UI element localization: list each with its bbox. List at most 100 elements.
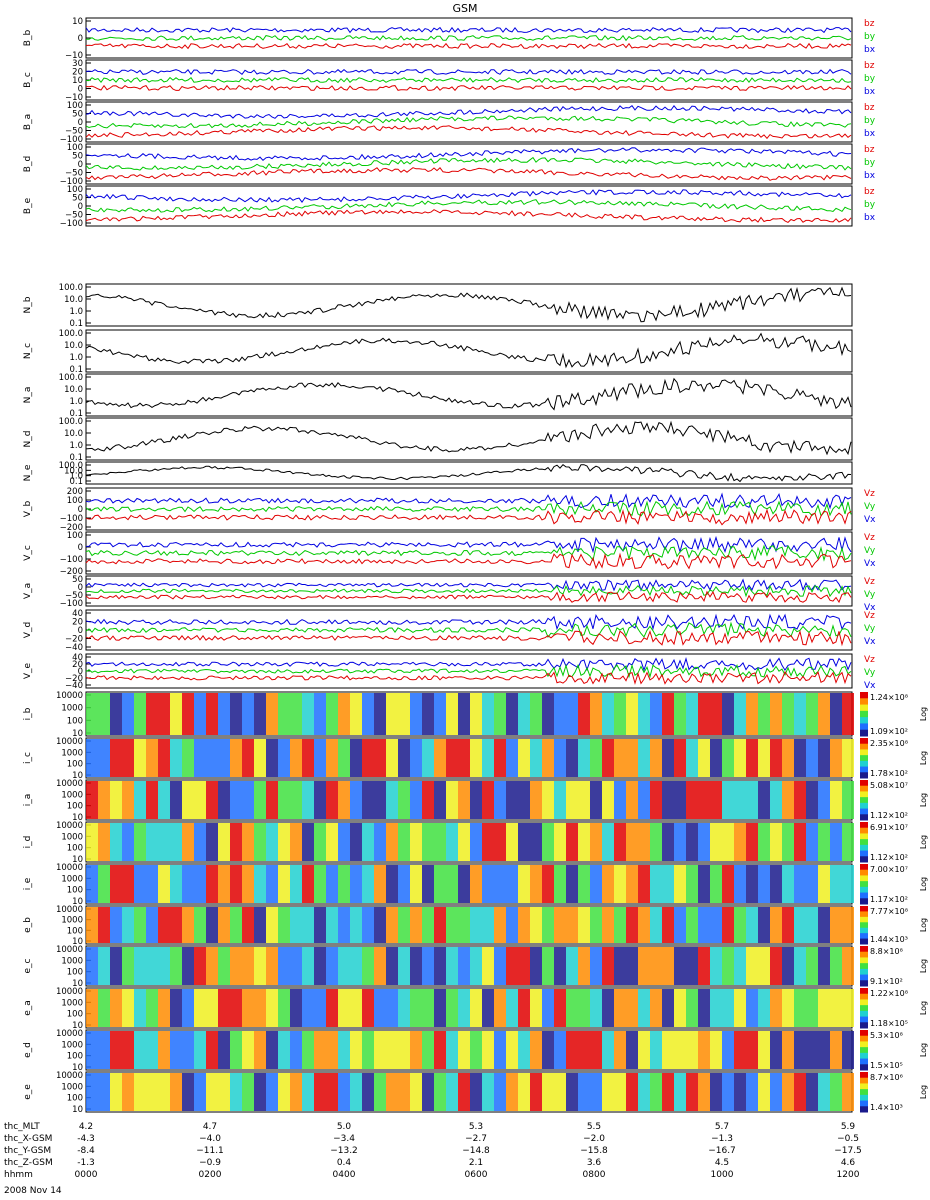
spectro-strip-i_d xyxy=(794,823,806,861)
ytick-e_d-1: 1000 xyxy=(61,1040,83,1050)
spectro-strip-i_a xyxy=(230,781,242,819)
ytick-N_a-1: 10.0 xyxy=(64,385,83,395)
footer-first-value: 4.2 xyxy=(78,1122,94,1132)
footer-value: 5.5 xyxy=(586,1122,602,1132)
ytick-i_d-1: 1000 xyxy=(61,832,83,842)
spectro-strip-i_b xyxy=(710,693,722,735)
spectro-strip-e_d xyxy=(398,1031,410,1069)
ytick-i_b-0: 10000 xyxy=(56,691,83,701)
footer-value: −2.0 xyxy=(583,1134,605,1144)
spectro-strip-e_b xyxy=(242,907,254,943)
legend-V_a-Vx: Vx xyxy=(864,603,876,613)
spectro-strip-i_b xyxy=(218,693,230,735)
spectro-strip-e_d xyxy=(278,1031,290,1069)
spectro-strip-i_a xyxy=(830,781,842,819)
spectro-strip-i_c xyxy=(350,739,362,777)
footer-value: 2.1 xyxy=(468,1158,484,1168)
spectro-strip-e_d xyxy=(182,1031,194,1069)
ytick-i_c-0: 10000 xyxy=(56,737,83,747)
spectro-strip-e_d xyxy=(506,1031,518,1069)
series-line-V_c-2 xyxy=(85,552,852,570)
spectro-strip-i_d xyxy=(590,823,602,861)
colorbar-cell xyxy=(860,814,868,821)
spectro-strip-i_a xyxy=(362,781,374,819)
spectro-strip-e_b xyxy=(158,907,170,943)
spectro-strip-i_b xyxy=(530,693,542,735)
panel-frame-V_a xyxy=(85,575,853,607)
spectro-strip-i_d xyxy=(806,823,818,861)
spectro-strip-e_d xyxy=(266,1031,278,1069)
spectro-strip-e_b xyxy=(206,907,218,943)
legend-B_b-bz: bz xyxy=(864,19,875,29)
spectro-strip-i_a xyxy=(314,781,326,819)
spectro-strip-i_b xyxy=(302,693,314,735)
colorbar-cell xyxy=(860,988,868,995)
colorbar-cell xyxy=(860,1041,868,1048)
spectro-strip-i_e xyxy=(782,865,794,903)
spectro-strip-e_a xyxy=(758,989,770,1027)
spectro-strip-e_a xyxy=(110,989,122,1027)
footer-value: 0400 xyxy=(332,1170,356,1180)
spectro-strip-e_e xyxy=(686,1073,698,1111)
spectro-strip-e_e xyxy=(506,1073,518,1111)
spectro-strip-e_b xyxy=(722,907,734,943)
spectro-strip-e_e xyxy=(134,1073,146,1111)
spectro-strip-i_b xyxy=(842,693,854,735)
colorbar-cell xyxy=(860,743,868,750)
spectro-strip-i_b xyxy=(182,693,194,735)
spectro-strip-e_e xyxy=(374,1073,386,1111)
spectro-strip-i_d xyxy=(242,823,254,861)
ytick-N_b-3: 0.1 xyxy=(69,319,83,329)
spectro-strip-i_a xyxy=(542,781,554,819)
spectro-strip-i_e xyxy=(314,865,326,903)
legend-V_e-Vz: Vz xyxy=(864,655,875,665)
spectro-strip-i_c xyxy=(146,739,158,777)
spectro-strip-i_d xyxy=(494,823,506,861)
spectro-strip-i_a xyxy=(638,781,650,819)
panel-frame-N_a xyxy=(85,373,853,417)
spectro-strip-i_a xyxy=(146,781,158,819)
spectro-strip-e_a xyxy=(806,989,818,1027)
ytick-N_e-0: 100.0 xyxy=(59,461,83,471)
legend-V_a-Vz: Vz xyxy=(864,577,875,587)
spectro-strip-e_e xyxy=(602,1073,614,1111)
spectro-strip-e_b xyxy=(314,907,326,943)
legend-V_d-Vx: Vx xyxy=(864,637,876,647)
spectro-strip-e_c xyxy=(206,947,218,985)
spectro-strip-i_c xyxy=(122,739,134,777)
series-line-V_d-0 xyxy=(85,613,852,631)
ytick-N_c-3: 0.1 xyxy=(69,365,83,375)
footer-value: −13.2 xyxy=(330,1146,358,1156)
spectro-strip-e_a xyxy=(470,989,482,1027)
spectro-strip-e_a xyxy=(554,989,566,1027)
spectro-strip-i_d xyxy=(254,823,266,861)
spectro-strip-e_e xyxy=(770,1073,782,1111)
spectro-strip-i_b xyxy=(458,693,470,735)
spectro-strip-i_b xyxy=(542,693,554,735)
ylabel-i_d: i_d xyxy=(23,836,33,849)
spectro-strip-e_b xyxy=(734,907,746,943)
spectro-strip-e_e xyxy=(578,1073,590,1111)
legend-V_d-Vy: Vy xyxy=(864,624,876,634)
spectro-strip-e_a xyxy=(86,989,98,1027)
spectro-strip-i_d xyxy=(578,823,590,861)
spectro-strip-e_a xyxy=(506,989,518,1027)
spectro-strip-e_e xyxy=(626,1073,638,1111)
spectro-strip-i_a xyxy=(182,781,194,819)
spectro-strip-e_a xyxy=(422,989,434,1027)
spectro-strip-e_d xyxy=(158,1031,170,1069)
spectro-strip-i_a xyxy=(686,781,698,819)
spectro-strip-e_a xyxy=(578,989,590,1027)
spectro-strip-e_a xyxy=(590,989,602,1027)
spectro-strip-i_b xyxy=(422,693,434,735)
spectro-strip-i_d xyxy=(686,823,698,861)
spectro-strip-e_e xyxy=(554,1073,566,1111)
spectro-strip-i_a xyxy=(746,781,758,819)
ytick-e_c-0: 10000 xyxy=(56,945,83,955)
spectro-strip-i_a xyxy=(290,781,302,819)
cbar-max-e_d: 5.3×10⁸ xyxy=(870,1031,903,1040)
spectro-strip-e_c xyxy=(494,947,506,985)
spectro-strip-e_e xyxy=(314,1073,326,1111)
spectro-strip-i_e xyxy=(758,865,770,903)
ytick-B_c-2: 10 xyxy=(72,76,83,86)
